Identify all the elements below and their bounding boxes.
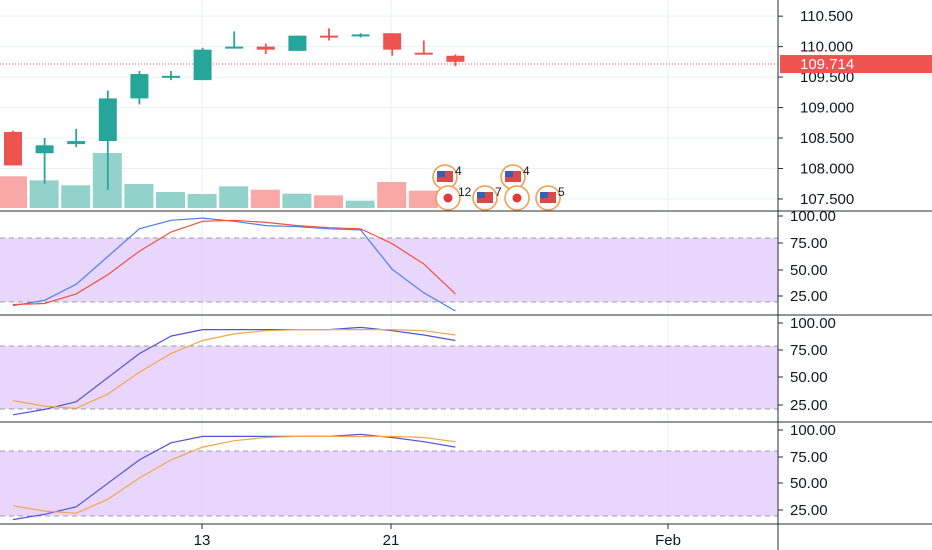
event-marker-4[interactable] bbox=[504, 185, 530, 211]
osc-0-tick-label-1: 75.00 bbox=[790, 235, 828, 252]
event-count-label: 7 bbox=[495, 185, 502, 199]
osc-1-tick-label-0: 100.00 bbox=[790, 315, 836, 332]
oscillator-band-0 bbox=[0, 238, 778, 302]
osc-2-tick-label-3: 25.00 bbox=[790, 502, 828, 519]
osc-1-tick-label-1: 75.00 bbox=[790, 342, 828, 359]
oscillator-2-series-1 bbox=[12, 435, 456, 514]
main-tick-label-2: 109.500 bbox=[800, 69, 854, 86]
event-marker-2[interactable]: 12 bbox=[435, 185, 472, 211]
osc-2-tick-label-2: 50.00 bbox=[790, 475, 828, 492]
main-tick-label-6: 107.500 bbox=[800, 191, 854, 208]
oscillator-0-series-0 bbox=[12, 217, 456, 312]
last-price-tag-bg bbox=[780, 55, 932, 74]
volume-bar-13 bbox=[408, 190, 438, 208]
candle-body-3 bbox=[98, 98, 117, 142]
volume-bar-2 bbox=[61, 185, 91, 208]
oscillator-band-2 bbox=[0, 451, 778, 516]
event-marker-5[interactable]: 5 bbox=[535, 185, 565, 211]
oscillator-band-1 bbox=[0, 346, 778, 409]
main-tick-label-0: 110.500 bbox=[800, 8, 853, 25]
event-count-label: 5 bbox=[558, 185, 565, 199]
candle-body-0 bbox=[4, 131, 22, 166]
candlesticks bbox=[4, 28, 465, 190]
candle-body-4 bbox=[130, 74, 149, 99]
candle-body-11 bbox=[351, 34, 370, 37]
candle-body-8 bbox=[256, 46, 275, 50]
event-count-label: 4 bbox=[523, 164, 530, 178]
main-tick-label-4: 108.500 bbox=[800, 130, 854, 147]
us-flag-canton-icon bbox=[437, 171, 445, 177]
volume-bar-5 bbox=[156, 192, 185, 208]
volume-bar-7 bbox=[219, 186, 249, 208]
candle-body-6 bbox=[193, 49, 212, 81]
event-markers[interactable]: 4 4 12 7 5 bbox=[432, 164, 565, 211]
main-tick-label-3: 109.000 bbox=[800, 100, 854, 117]
x-tick-label-1: 21 bbox=[383, 532, 400, 549]
candle-body-10 bbox=[320, 35, 338, 38]
volume-bar-8 bbox=[250, 189, 280, 208]
oscillator-0-series-1 bbox=[12, 219, 456, 306]
x-tick-label-2: Feb bbox=[655, 532, 681, 549]
osc-0-tick-label-3: 25.00 bbox=[790, 288, 828, 305]
y-axis-ticks: 100.00 75.00 50.00 25.00 100.00 75.00 50.00 25.… bbox=[778, 8, 854, 519]
us-flag-canton-icon bbox=[477, 192, 485, 198]
us-flag-canton-icon bbox=[540, 192, 548, 198]
us-flag-canton-icon bbox=[505, 171, 513, 177]
main-tick-label-5: 108.000 bbox=[800, 160, 854, 177]
oscillator-lines bbox=[12, 217, 456, 521]
volume-bar-1 bbox=[29, 180, 59, 208]
volume-bars bbox=[0, 153, 438, 208]
osc-2-tick-label-1: 75.00 bbox=[790, 449, 828, 466]
oscillator-1-series-1 bbox=[12, 329, 456, 409]
last-price-tag: 109.714 bbox=[780, 55, 932, 74]
main-tick-label-1: 110.000 bbox=[800, 39, 853, 56]
volume-bar-12 bbox=[377, 182, 407, 208]
osc-2-tick-label-0: 100.00 bbox=[790, 422, 836, 439]
osc-1-tick-label-2: 50.00 bbox=[790, 369, 828, 386]
x-axis-ticks: 13 21 Feb bbox=[194, 524, 681, 549]
osc-0-tick-label-2: 50.00 bbox=[790, 262, 828, 279]
jp-flag-icon bbox=[512, 193, 522, 203]
oscillator-bands bbox=[0, 237, 778, 517]
candle-body-13 bbox=[414, 52, 433, 55]
volume-bar-10 bbox=[314, 195, 343, 208]
volume-bar-6 bbox=[187, 194, 217, 208]
volume-bar-9 bbox=[282, 193, 312, 208]
candle-body-5 bbox=[162, 75, 180, 78]
candle-body-7 bbox=[225, 46, 244, 49]
candle-body-9 bbox=[288, 35, 307, 51]
candle-body-14 bbox=[446, 55, 465, 62]
volume-bar-0 bbox=[0, 176, 27, 208]
candle-body-1 bbox=[35, 145, 54, 154]
volume-bar-4 bbox=[124, 184, 154, 208]
osc-1-tick-label-3: 25.00 bbox=[790, 397, 828, 414]
osc-0-tick-label-0: 100.00 bbox=[790, 208, 836, 225]
x-tick-label-0: 13 bbox=[194, 532, 211, 549]
candle-body-12 bbox=[383, 33, 402, 50]
event-count-label: 4 bbox=[455, 164, 462, 178]
volume-bar-11 bbox=[345, 200, 375, 208]
event-marker-1[interactable]: 4 bbox=[500, 164, 530, 190]
event-marker-3[interactable]: 7 bbox=[472, 185, 502, 211]
event-count-label: 12 bbox=[458, 185, 472, 199]
candle-body-2 bbox=[67, 141, 86, 145]
last-price-tag-label: 109.714 bbox=[800, 56, 854, 73]
jp-flag-icon bbox=[443, 193, 453, 203]
